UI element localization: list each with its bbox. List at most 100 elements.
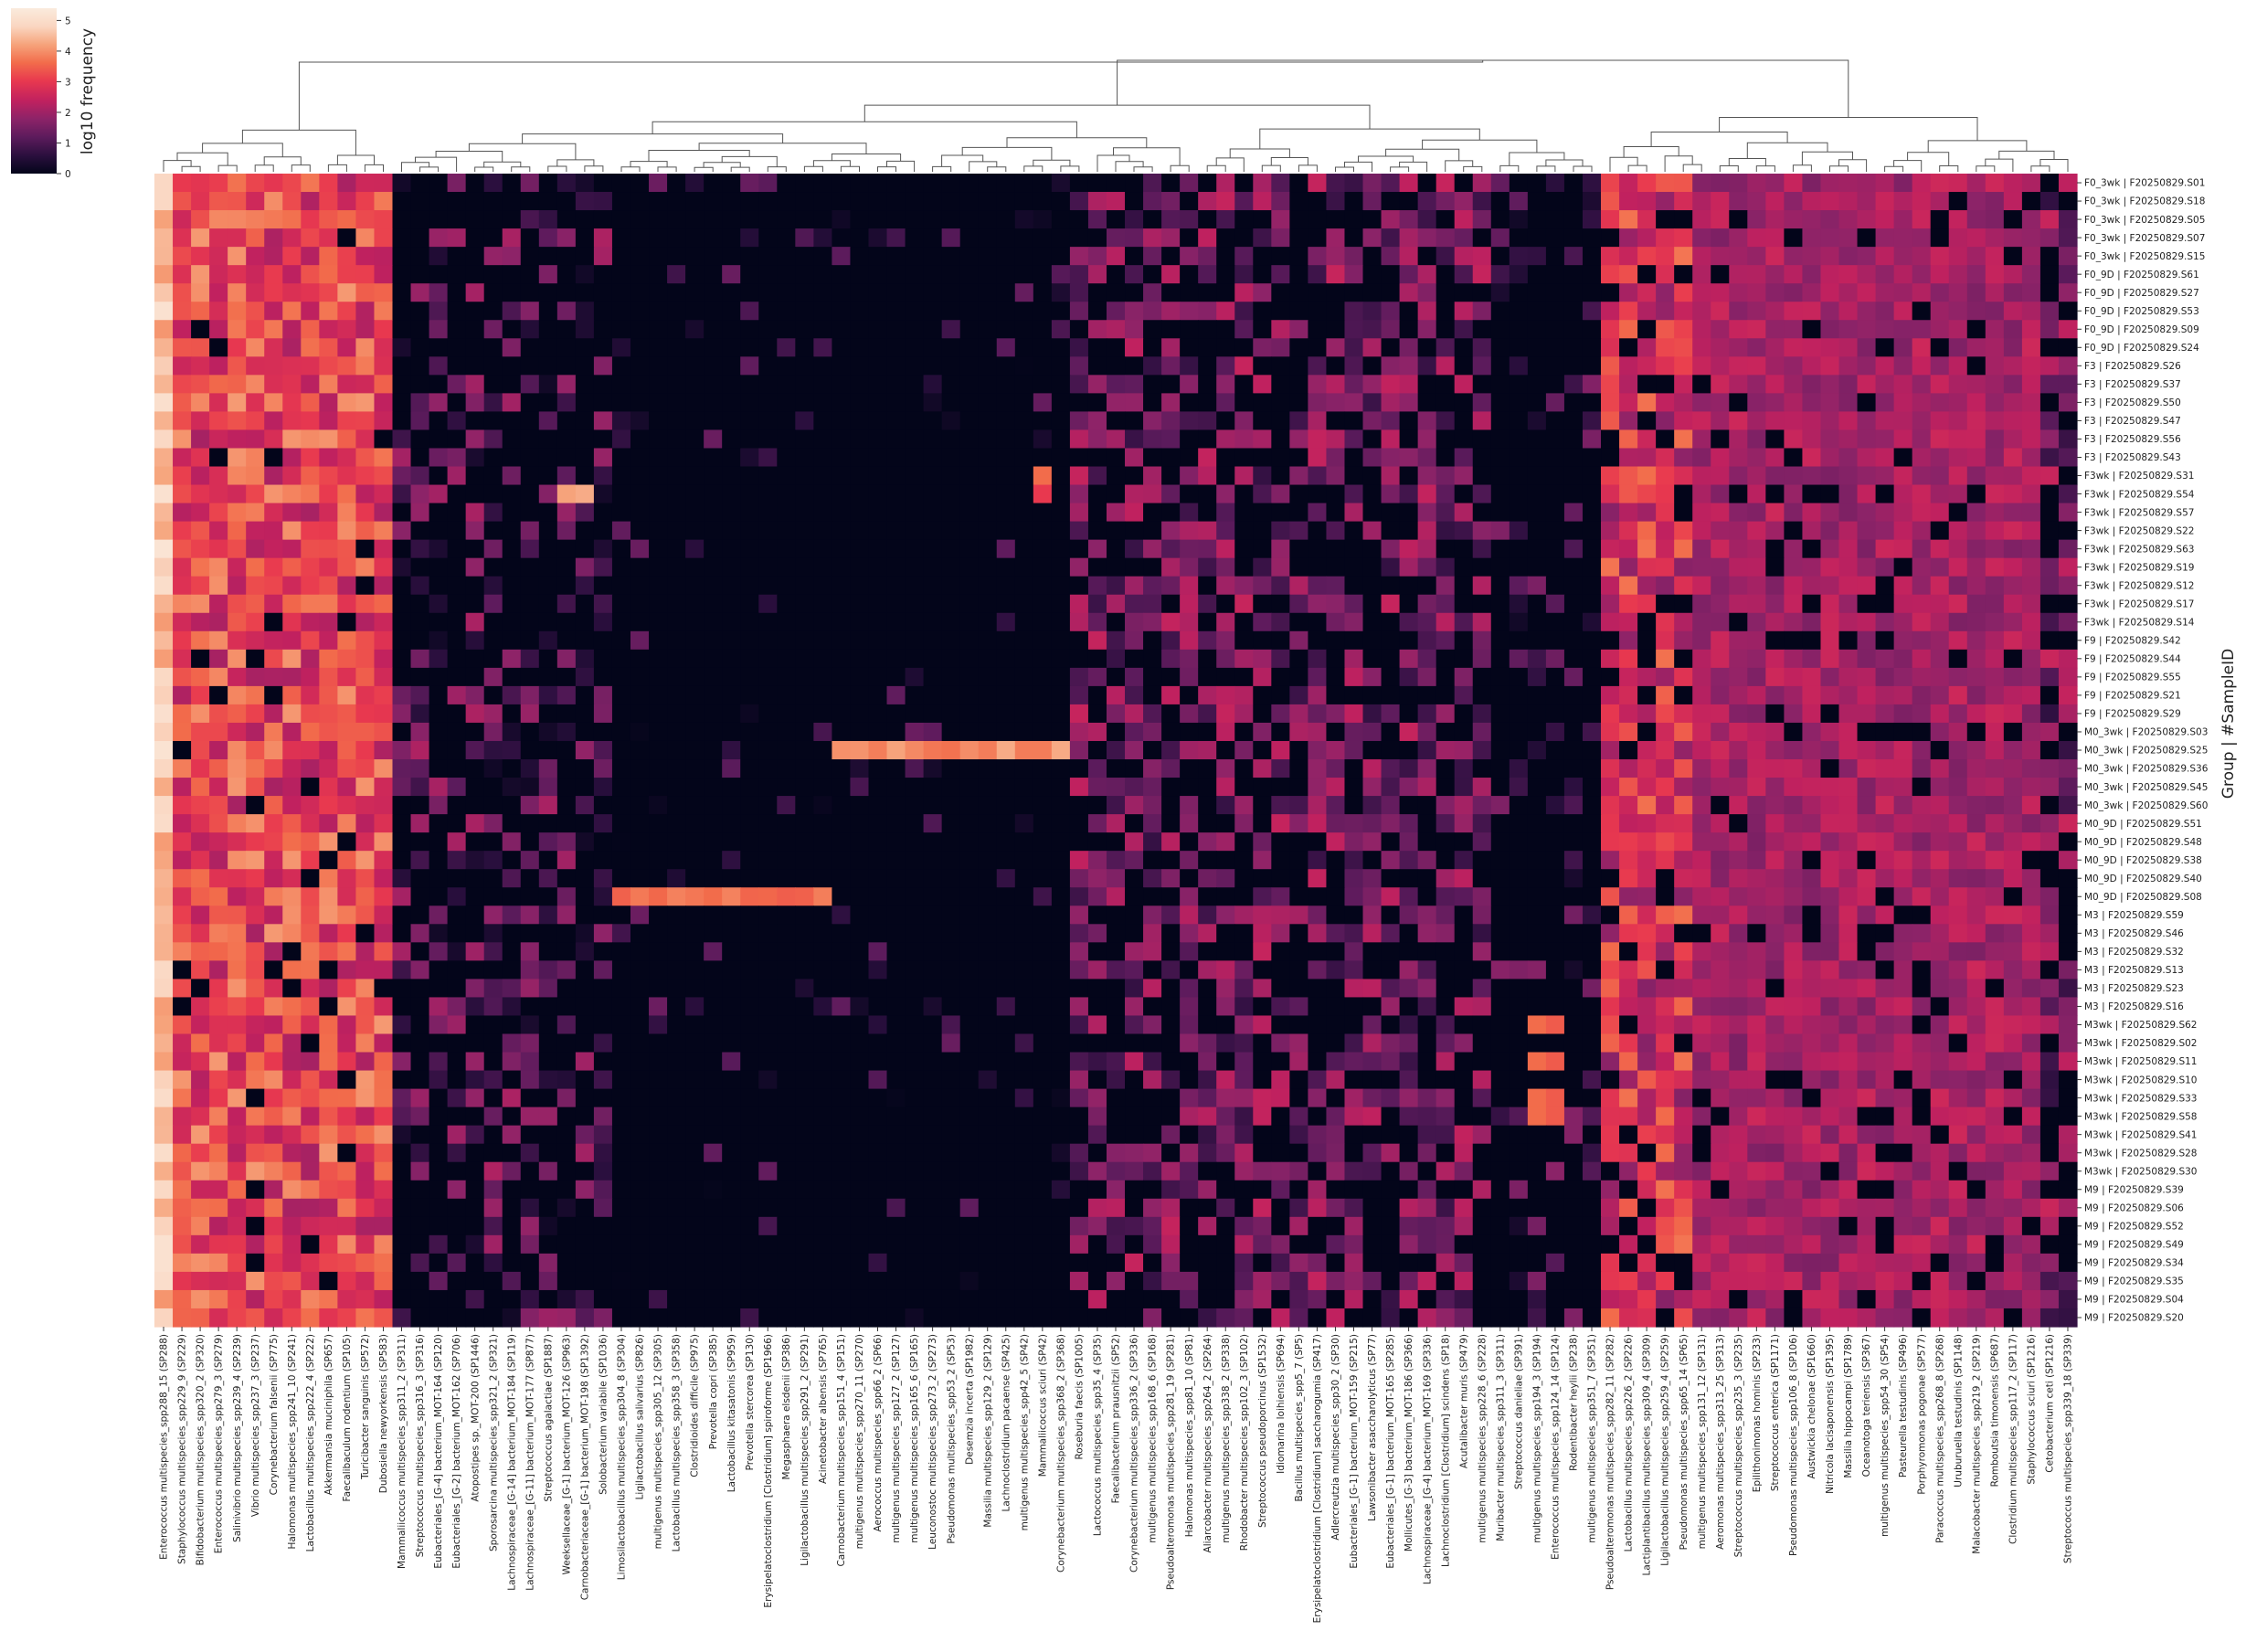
heatmap-cell <box>1472 722 1492 742</box>
heatmap-cell <box>1711 997 1730 1017</box>
heatmap-cell <box>264 302 283 321</box>
heatmap-cell <box>2003 740 2023 760</box>
heatmap-cell <box>1271 503 1290 523</box>
heatmap-cell <box>923 210 943 229</box>
heatmap-cell <box>520 210 540 229</box>
heatmap-cell <box>1253 832 1272 852</box>
heatmap-cell <box>209 265 228 284</box>
heatmap-cell <box>1399 667 1419 687</box>
heatmap-cell <box>1106 997 1126 1017</box>
heatmap-cell <box>1399 796 1419 815</box>
heatmap-cell <box>1381 429 1401 450</box>
heatmap-cell <box>1308 942 1328 961</box>
heatmap-cell <box>1563 594 1584 614</box>
heatmap-cell <box>154 796 174 815</box>
heatmap-cell <box>209 338 228 357</box>
heatmap-cell <box>1893 612 1913 632</box>
heatmap-cell <box>1747 796 1766 815</box>
heatmap-cell <box>410 429 430 450</box>
heatmap-cell <box>630 393 650 413</box>
heatmap-cell <box>337 557 357 577</box>
heatmap-cell <box>1308 869 1328 888</box>
heatmap-cell <box>1893 778 1913 797</box>
heatmap-cell <box>1454 466 1474 486</box>
heatmap-cell <box>1216 667 1235 687</box>
heatmap-cell <box>1014 484 1034 504</box>
heatmap-cell <box>1985 759 2005 778</box>
heatmap-cell <box>1509 393 1529 413</box>
heatmap-cells <box>154 174 2078 1328</box>
heatmap-cell <box>740 557 759 577</box>
heatmap-cell <box>593 960 613 980</box>
heatmap-cell <box>1875 942 1895 961</box>
heatmap-cell <box>758 649 778 669</box>
heatmap-cell <box>502 887 522 906</box>
heatmap-cell <box>301 576 320 596</box>
heatmap-cell <box>1838 778 1859 797</box>
heatmap-cell <box>704 905 723 925</box>
heatmap-cell <box>832 247 852 266</box>
heatmap-cell <box>1198 704 1217 724</box>
heatmap-cell <box>1106 320 1126 339</box>
heatmap-cell <box>722 796 741 815</box>
heatmap-cell <box>1198 649 1217 669</box>
heatmap-cell <box>1765 247 1785 266</box>
heatmap-cell <box>1582 302 1602 321</box>
heatmap-cell <box>1820 228 1840 248</box>
heatmap-cell <box>1326 429 1346 450</box>
heatmap-cell <box>301 851 320 870</box>
heatmap-cell <box>1948 356 1968 376</box>
heatmap-cell <box>483 832 503 852</box>
heatmap-cell <box>593 247 613 266</box>
heatmap-cell <box>850 869 870 888</box>
heatmap-cell <box>667 174 686 193</box>
dendrogram-link <box>291 164 311 172</box>
heatmap-cell <box>1326 539 1346 559</box>
heatmap-cell <box>832 612 852 632</box>
heatmap-cell <box>1490 759 1510 778</box>
heatmap-cell <box>355 411 376 431</box>
heatmap-cell <box>1051 685 1071 705</box>
heatmap-cell <box>1014 448 1034 468</box>
heatmap-cell <box>1948 704 1968 724</box>
heatmap-cell <box>649 887 668 906</box>
heatmap-cell <box>1948 265 1968 284</box>
heatmap-cell <box>319 630 338 651</box>
heatmap-cell <box>1637 814 1657 833</box>
heatmap-cell <box>1637 796 1657 815</box>
heatmap-cell <box>502 759 522 778</box>
heatmap-cell <box>1472 320 1492 339</box>
heatmap-cell <box>1692 979 1711 999</box>
heatmap-cell <box>722 174 741 193</box>
heatmap-cell <box>1436 851 1456 870</box>
heatmap-cell <box>1308 393 1328 413</box>
heatmap-cell <box>777 265 796 284</box>
heatmap-cell <box>1912 228 1932 248</box>
heatmap-cell <box>1087 576 1107 596</box>
heatmap-cell <box>1545 722 1565 742</box>
heatmap-cell <box>575 174 595 193</box>
heatmap-cell <box>649 228 668 248</box>
heatmap-cell <box>1692 778 1711 797</box>
heatmap-cell <box>465 228 485 248</box>
heatmap-cell <box>374 704 394 724</box>
heatmap-cell <box>630 265 650 284</box>
heatmap-cell <box>209 594 228 614</box>
heatmap-cell <box>978 722 998 742</box>
heatmap-cell <box>1308 778 1328 797</box>
heatmap-cell <box>2039 375 2060 394</box>
heatmap-cell <box>1820 576 1840 596</box>
heatmap-cell <box>1143 630 1162 651</box>
heatmap-cell <box>649 576 668 596</box>
heatmap-cell <box>1198 338 1217 357</box>
heatmap-cell <box>996 557 1016 577</box>
heatmap-cell <box>410 796 430 815</box>
heatmap-cell <box>1893 594 1913 614</box>
heatmap-cell <box>1180 576 1199 596</box>
heatmap-cell <box>868 356 888 376</box>
heatmap-cell <box>1948 484 1968 504</box>
heatmap-cell <box>1308 503 1328 523</box>
heatmap-cell <box>611 869 631 888</box>
heatmap-cell <box>465 484 485 504</box>
heatmap-cell <box>465 979 485 999</box>
